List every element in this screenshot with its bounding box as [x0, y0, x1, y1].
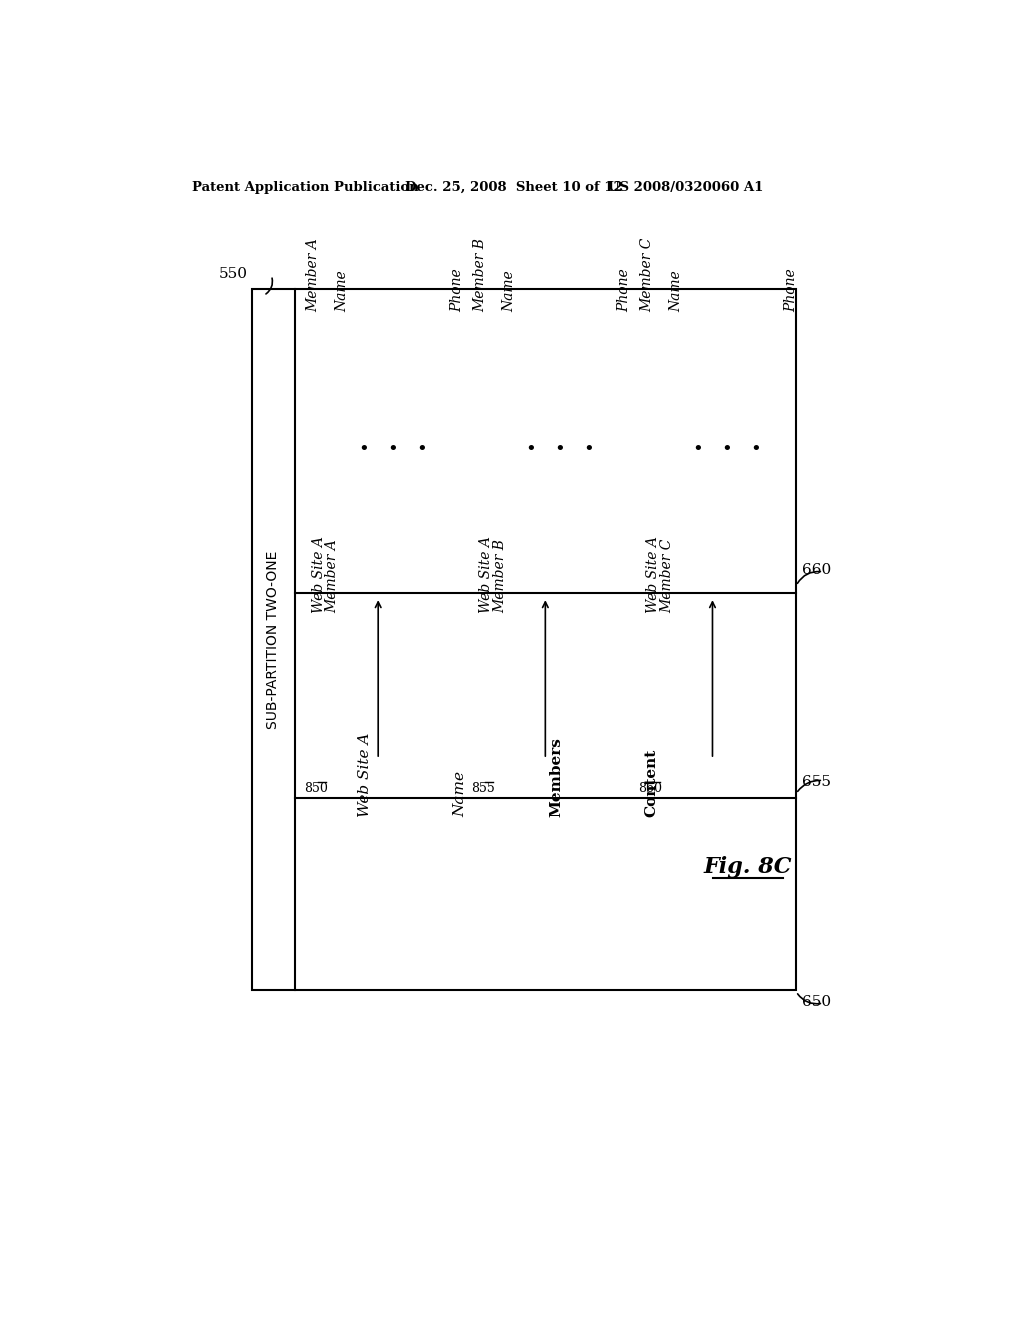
Text: 860: 860 [638, 781, 663, 795]
Text: •: • [692, 440, 703, 458]
Text: Member C: Member C [659, 539, 674, 612]
Text: Member B: Member B [473, 239, 487, 313]
Text: Web Site A: Web Site A [311, 536, 326, 612]
Text: 650: 650 [802, 994, 831, 1008]
Text: Member C: Member C [641, 238, 654, 313]
Text: 660: 660 [802, 564, 831, 577]
Text: Member A: Member A [326, 539, 340, 612]
Text: 655: 655 [802, 775, 831, 789]
Text: Name: Name [502, 271, 516, 313]
Text: Name: Name [335, 271, 349, 313]
Text: •: • [525, 440, 537, 458]
Text: 550: 550 [219, 267, 248, 281]
Text: US 2008/0320060 A1: US 2008/0320060 A1 [608, 181, 764, 194]
Text: 855: 855 [471, 781, 495, 795]
Text: Fig. 8C: Fig. 8C [703, 855, 793, 878]
Text: •: • [358, 440, 370, 458]
Text: Name: Name [454, 771, 468, 817]
Text: Name: Name [670, 271, 683, 313]
Text: •: • [583, 440, 594, 458]
Text: •: • [416, 440, 427, 458]
Text: •: • [751, 440, 761, 458]
Text: Web Site A: Web Site A [358, 733, 372, 817]
Text: Phone: Phone [617, 269, 631, 313]
Text: •: • [722, 440, 732, 458]
Text: Phone: Phone [784, 269, 799, 313]
Text: Members: Members [549, 737, 563, 817]
Bar [252, 289, 796, 990]
Text: Web Site A: Web Site A [479, 536, 493, 612]
Text: Dec. 25, 2008  Sheet 10 of 12: Dec. 25, 2008 Sheet 10 of 12 [406, 181, 624, 194]
Text: Content: Content [645, 748, 658, 817]
Text: •: • [554, 440, 565, 458]
Text: Member A: Member A [306, 239, 321, 313]
Text: 850: 850 [304, 781, 328, 795]
Text: Member B: Member B [493, 539, 507, 612]
Text: Phone: Phone [451, 269, 464, 313]
Text: Patent Application Publication: Patent Application Publication [191, 181, 418, 194]
Text: •: • [387, 440, 398, 458]
Text: Web Site A: Web Site A [646, 536, 659, 612]
Text: SUB-PARTITION TWO-ONE: SUB-PARTITION TWO-ONE [266, 550, 281, 729]
